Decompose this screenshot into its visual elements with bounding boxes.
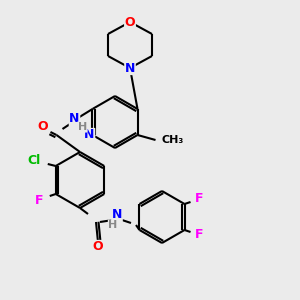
Text: CH₃: CH₃ bbox=[161, 135, 184, 145]
Text: Cl: Cl bbox=[27, 154, 40, 167]
Text: F: F bbox=[195, 229, 204, 242]
Text: N: N bbox=[125, 61, 135, 74]
Text: O: O bbox=[93, 241, 103, 254]
Text: O: O bbox=[125, 16, 135, 28]
Text: F: F bbox=[195, 193, 204, 206]
Text: O: O bbox=[37, 121, 48, 134]
Text: N: N bbox=[84, 128, 95, 142]
Text: N: N bbox=[69, 112, 80, 125]
Text: H: H bbox=[108, 220, 118, 230]
Text: H: H bbox=[78, 122, 87, 132]
Text: N: N bbox=[112, 208, 122, 221]
Text: F: F bbox=[34, 194, 43, 206]
